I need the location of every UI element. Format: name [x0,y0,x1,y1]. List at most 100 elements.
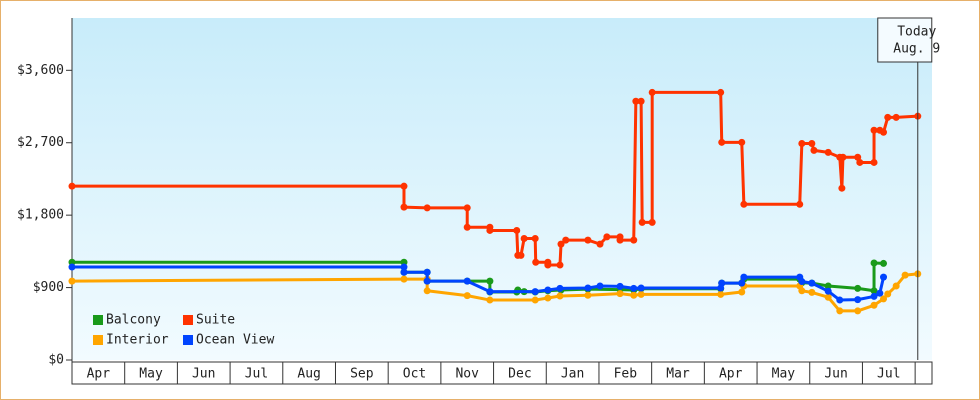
data-point [463,277,471,285]
x-tick-label: Feb [614,367,638,382]
data-point [718,138,726,146]
data-point [854,307,862,315]
data-point [557,240,565,248]
data-point [824,293,832,301]
data-point [854,296,862,304]
data-point [870,287,878,295]
data-point [717,88,725,96]
data-point [423,287,431,295]
data-point [423,204,431,212]
data-point [798,140,806,148]
x-tick-label: Jun [192,367,215,382]
data-point [68,263,76,271]
data-point [738,279,746,287]
data-point [808,288,816,296]
data-point [836,307,844,315]
series-line [71,272,918,313]
data-point [808,140,816,148]
x-tick-label: Jun [824,367,847,382]
data-point [68,182,76,190]
data-point [880,259,888,267]
data-point [531,296,539,304]
data-point [824,282,832,290]
data-point [616,236,624,244]
data-point [870,301,878,309]
data-point [532,258,540,266]
data-point [648,218,656,226]
legend-swatch [183,335,193,345]
data-point [486,277,494,285]
data-point [423,277,431,285]
data-point [836,296,844,304]
data-point [486,226,494,234]
data-point [810,146,818,154]
data-point [562,236,570,244]
data-point [616,282,624,290]
data-point [584,291,592,299]
data-point [584,236,592,244]
data-point [718,279,726,287]
data-point [513,226,521,234]
data-point [880,128,888,136]
data-point [596,240,604,248]
data-point [400,263,408,271]
data-point [880,295,888,303]
data-point [637,290,645,298]
data-point [901,271,909,279]
x-tick-label: May [772,367,796,382]
x-tick-label: May [139,367,163,382]
legend-label: Ocean View [196,333,274,348]
data-point [880,273,888,281]
data-point [68,277,76,285]
data-point [856,158,864,166]
data-point [854,284,862,292]
data-point [400,203,408,211]
y-tick-label: $0 [48,353,64,368]
x-tick-label: Apr [87,367,111,382]
x-tick-label: Dec [508,367,531,382]
data-point [808,279,816,287]
data-point [740,200,748,208]
data-point [400,182,408,190]
x-tick-label: Aug [297,367,320,382]
legend-swatch [93,335,103,345]
data-point [630,236,638,244]
data-point [892,282,900,290]
x-tick-label: Jul [877,367,900,382]
data-point [870,126,878,134]
data-point [637,284,645,292]
data-point [738,288,746,296]
data-point [630,284,638,292]
data-point [544,294,552,302]
data-point [556,284,564,292]
y-tick-label: $1,800 [17,208,64,223]
data-point [648,88,656,96]
data-point [798,287,806,295]
x-tick-label: Nov [455,367,479,382]
x-tick-label: Mar [666,367,690,382]
data-point [892,113,900,121]
data-point [463,223,471,231]
legend-label: Suite [196,313,235,328]
data-point [520,234,528,242]
data-point [884,113,892,121]
data-point [638,218,646,226]
data-point [740,273,748,281]
data-point [717,290,725,298]
data-point [531,288,539,296]
today-label: Today [897,25,936,40]
data-point [632,97,640,105]
data-point [463,292,471,300]
y-tick-label: $900 [33,280,64,295]
y-tick-label: $2,700 [17,135,64,150]
data-point [870,292,878,300]
legend: Balcony Suite Interior Ocean View [93,313,274,348]
data-point [738,138,746,146]
data-point [463,204,471,212]
legend-swatch [93,315,103,325]
x-tick-label: Jan [561,367,584,382]
data-point [556,292,564,300]
data-point [486,288,494,296]
data-point [870,158,878,166]
